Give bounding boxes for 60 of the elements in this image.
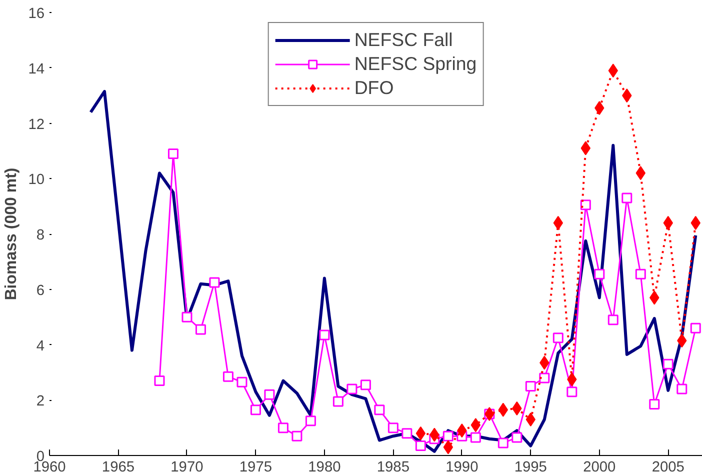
x-tick-label: 1980 — [308, 460, 341, 474]
x-tick-label: 2005 — [652, 460, 684, 474]
legend-label: NEFSC Fall — [354, 29, 453, 51]
point — [512, 432, 522, 443]
point — [622, 192, 632, 204]
point — [168, 148, 178, 159]
point — [278, 422, 288, 434]
legend-label: DFO — [354, 77, 394, 99]
point — [442, 430, 454, 442]
x-tick-label: 1985 — [376, 460, 410, 474]
point — [662, 358, 674, 370]
point — [305, 416, 316, 426]
point — [690, 322, 701, 334]
y-tick-label: 16 — [28, 6, 45, 22]
point — [209, 277, 220, 288]
x-tick-label: 1970 — [170, 460, 204, 474]
point — [608, 314, 618, 326]
point — [388, 422, 398, 434]
y-tick-label: 12 — [28, 116, 45, 133]
point — [402, 428, 412, 439]
y-tick-label: 2 — [36, 394, 45, 410]
point — [154, 375, 165, 386]
y-tick-label: 8 — [36, 228, 45, 244]
y-tick-label: 6 — [36, 282, 45, 299]
point — [360, 380, 371, 390]
point — [374, 404, 385, 416]
point — [498, 438, 508, 448]
point — [649, 399, 660, 410]
point — [470, 432, 481, 443]
point — [346, 384, 358, 394]
point — [594, 268, 605, 280]
point — [182, 312, 192, 322]
point — [676, 384, 688, 394]
point — [635, 268, 646, 280]
x-tick-label: 1995 — [514, 460, 547, 474]
point — [566, 386, 578, 398]
point — [539, 372, 550, 384]
point — [195, 324, 206, 335]
point — [443, 440, 454, 454]
y-tick-label: 14 — [28, 61, 45, 78]
y-tick-label: 4 — [36, 338, 45, 354]
point — [319, 330, 330, 340]
point — [416, 426, 426, 440]
y-axis-title: Biomass (000 mt) — [3, 168, 20, 300]
x-tick-label: 1990 — [446, 460, 478, 474]
point — [580, 200, 591, 210]
point — [332, 396, 344, 407]
point — [525, 381, 536, 392]
point — [415, 440, 426, 452]
x-tick-label: 1965 — [102, 460, 135, 474]
y-tick-label: 10 — [28, 172, 45, 188]
x-tick-label: 1975 — [239, 460, 272, 474]
legend-label: NEFSC Spring — [354, 53, 477, 75]
point — [552, 332, 564, 344]
point — [236, 376, 248, 388]
point — [222, 371, 234, 382]
x-tick-label: 2000 — [583, 460, 616, 474]
point — [264, 389, 275, 400]
point — [292, 430, 302, 442]
point — [250, 404, 261, 416]
